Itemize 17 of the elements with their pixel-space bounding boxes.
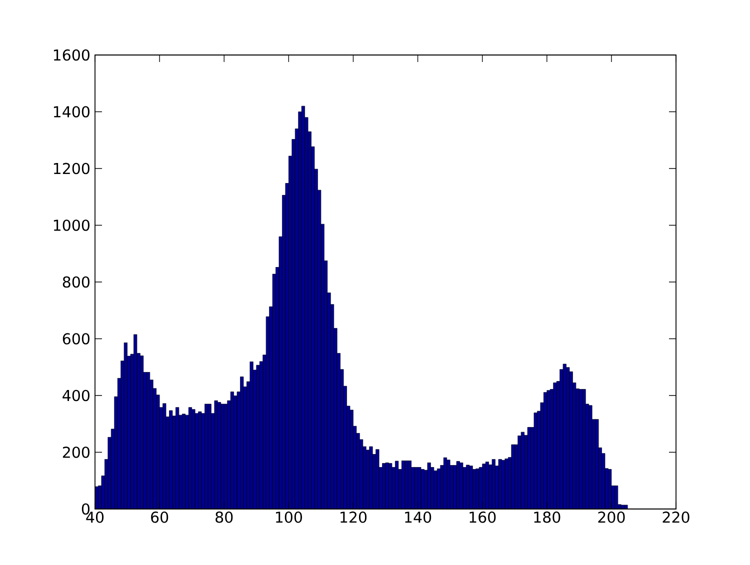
y-tick-label: 1000 bbox=[54, 220, 90, 231]
x-tick-label: 200 bbox=[598, 512, 625, 523]
y-tick-label: 400 bbox=[62, 390, 90, 402]
x-tick-label: 220 bbox=[662, 512, 690, 523]
x-tick-label: 60 bbox=[151, 512, 168, 523]
y-tick-label: 1600 bbox=[54, 49, 90, 61]
x-tick-label: 180 bbox=[534, 512, 560, 523]
x-tick-label: 120 bbox=[340, 512, 367, 523]
x-tick-label: 160 bbox=[470, 512, 496, 523]
y-tick-label: 200 bbox=[62, 446, 90, 458]
x-tick-label: 80 bbox=[216, 512, 233, 523]
y-tick-label: 600 bbox=[62, 333, 90, 344]
x-tick-label: 140 bbox=[405, 512, 432, 523]
y-tick-label: 1200 bbox=[54, 162, 90, 174]
y-tick-label: 800 bbox=[62, 276, 90, 288]
y-tick-label: 1400 bbox=[54, 106, 90, 118]
x-tick-label: 100 bbox=[276, 512, 302, 523]
